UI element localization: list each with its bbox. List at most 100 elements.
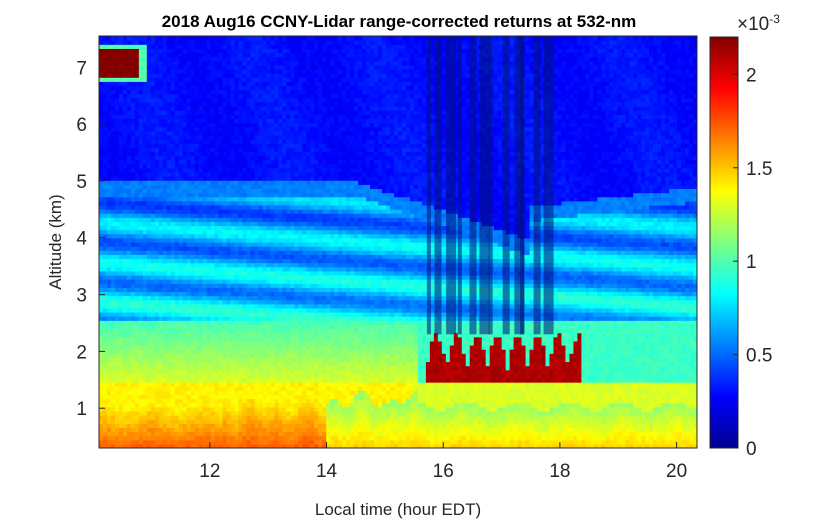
heatmap-cell xyxy=(158,382,164,387)
heatmap-cell xyxy=(274,250,279,255)
heatmap-cell xyxy=(158,60,164,66)
heatmap-cell xyxy=(150,398,156,404)
heatmap-cell xyxy=(142,361,148,367)
heatmap-cell xyxy=(158,68,164,74)
heatmap-cell xyxy=(274,159,279,165)
heatmap-cell xyxy=(190,106,196,111)
heatmap-cell xyxy=(218,373,224,379)
heatmap-cell xyxy=(150,159,156,165)
heatmap-cell xyxy=(242,254,248,260)
heatmap-cell xyxy=(238,143,244,148)
heatmap-cell xyxy=(282,60,287,66)
heatmap-cell xyxy=(142,250,148,255)
heatmap-cell xyxy=(226,77,232,82)
heatmap-cell xyxy=(202,345,208,350)
heatmap-cell xyxy=(118,225,124,231)
heatmap-cell xyxy=(254,332,260,338)
heatmap-cell xyxy=(106,171,112,177)
heatmap-cell xyxy=(226,48,232,54)
heatmap-cell xyxy=(254,126,260,132)
heatmap-cell xyxy=(114,332,120,338)
heatmap-cell xyxy=(166,250,172,255)
heatmap-cell xyxy=(222,40,228,45)
heatmap-cell xyxy=(210,242,216,247)
heatmap-cell xyxy=(286,237,291,243)
heatmap-cell xyxy=(218,410,224,416)
heatmap-cell xyxy=(154,394,160,400)
heatmap-cell xyxy=(238,402,244,408)
heatmap-cell xyxy=(190,291,196,297)
heatmap-cell xyxy=(206,365,212,371)
heatmap-cell xyxy=(274,225,279,231)
heatmap-cell xyxy=(258,85,264,91)
heatmap-cell xyxy=(198,295,204,301)
heatmap-cell xyxy=(138,209,144,214)
heatmap-cell xyxy=(106,233,112,239)
heatmap-cell xyxy=(178,200,184,206)
heatmap-cell xyxy=(114,101,120,107)
heatmap-cell xyxy=(99,443,104,448)
heatmap-cell xyxy=(154,258,160,264)
heatmap-cell xyxy=(102,402,108,408)
heatmap-cell xyxy=(158,328,164,334)
heatmap-cell xyxy=(118,167,124,173)
heatmap-cell xyxy=(134,159,140,165)
heatmap-cell xyxy=(214,287,220,293)
heatmap-cell xyxy=(162,60,168,66)
heatmap-cell xyxy=(238,258,244,264)
heatmap-cell xyxy=(162,250,168,255)
heatmap-cell xyxy=(234,303,240,309)
heatmap-cell xyxy=(246,151,252,157)
heatmap-cell xyxy=(238,246,244,251)
heatmap-cell xyxy=(222,373,228,379)
heatmap-cell xyxy=(170,233,176,239)
heatmap-cell xyxy=(254,398,260,404)
heatmap-cell xyxy=(178,390,184,396)
heatmap-cell xyxy=(222,110,228,115)
heatmap-cell xyxy=(278,303,283,309)
heatmap-cell xyxy=(230,266,236,272)
heatmap-cell xyxy=(282,270,287,276)
heatmap-cell xyxy=(174,171,180,177)
heatmap-cell xyxy=(142,114,148,119)
heatmap-cell xyxy=(170,130,176,136)
heatmap-cell xyxy=(158,151,164,157)
heatmap-cell xyxy=(218,167,224,173)
heatmap-cell xyxy=(118,328,124,334)
heatmap-cell xyxy=(258,402,264,408)
heatmap-cell xyxy=(250,159,256,165)
heatmap-cell xyxy=(110,324,116,330)
heatmap-cell xyxy=(290,167,295,173)
heatmap-cell xyxy=(190,410,196,416)
heatmap-cell xyxy=(282,106,287,111)
heatmap-cell xyxy=(138,233,144,239)
heatmap-cell xyxy=(146,110,152,115)
heatmap-cell xyxy=(102,89,108,95)
heatmap-cell xyxy=(242,332,248,338)
heatmap-cell xyxy=(274,295,279,301)
heatmap-cell xyxy=(282,204,287,210)
heatmap-cell xyxy=(190,295,196,301)
heatmap-cell xyxy=(178,155,184,161)
heatmap-cell xyxy=(234,106,240,111)
heatmap-cell xyxy=(230,93,236,99)
heatmap-cell xyxy=(230,332,236,338)
heatmap-cell xyxy=(99,36,104,41)
heatmap-cell xyxy=(202,431,208,437)
heatmap-cell xyxy=(270,233,276,239)
heatmap-cell xyxy=(138,312,144,317)
heatmap-cell xyxy=(234,159,240,165)
heatmap-cell xyxy=(242,93,248,99)
heatmap-cell xyxy=(142,357,148,363)
heatmap-cell xyxy=(202,60,208,66)
heatmap-cell xyxy=(246,345,252,350)
heatmap-cell xyxy=(254,130,260,136)
heatmap-cell xyxy=(122,85,128,91)
heatmap-cell xyxy=(198,217,204,222)
heatmap-cell xyxy=(226,365,232,371)
heatmap-cell xyxy=(118,64,124,70)
heatmap-cell xyxy=(290,221,295,227)
heatmap-cell xyxy=(246,77,252,82)
heatmap-cell xyxy=(182,295,188,301)
heatmap-cell xyxy=(210,36,216,41)
